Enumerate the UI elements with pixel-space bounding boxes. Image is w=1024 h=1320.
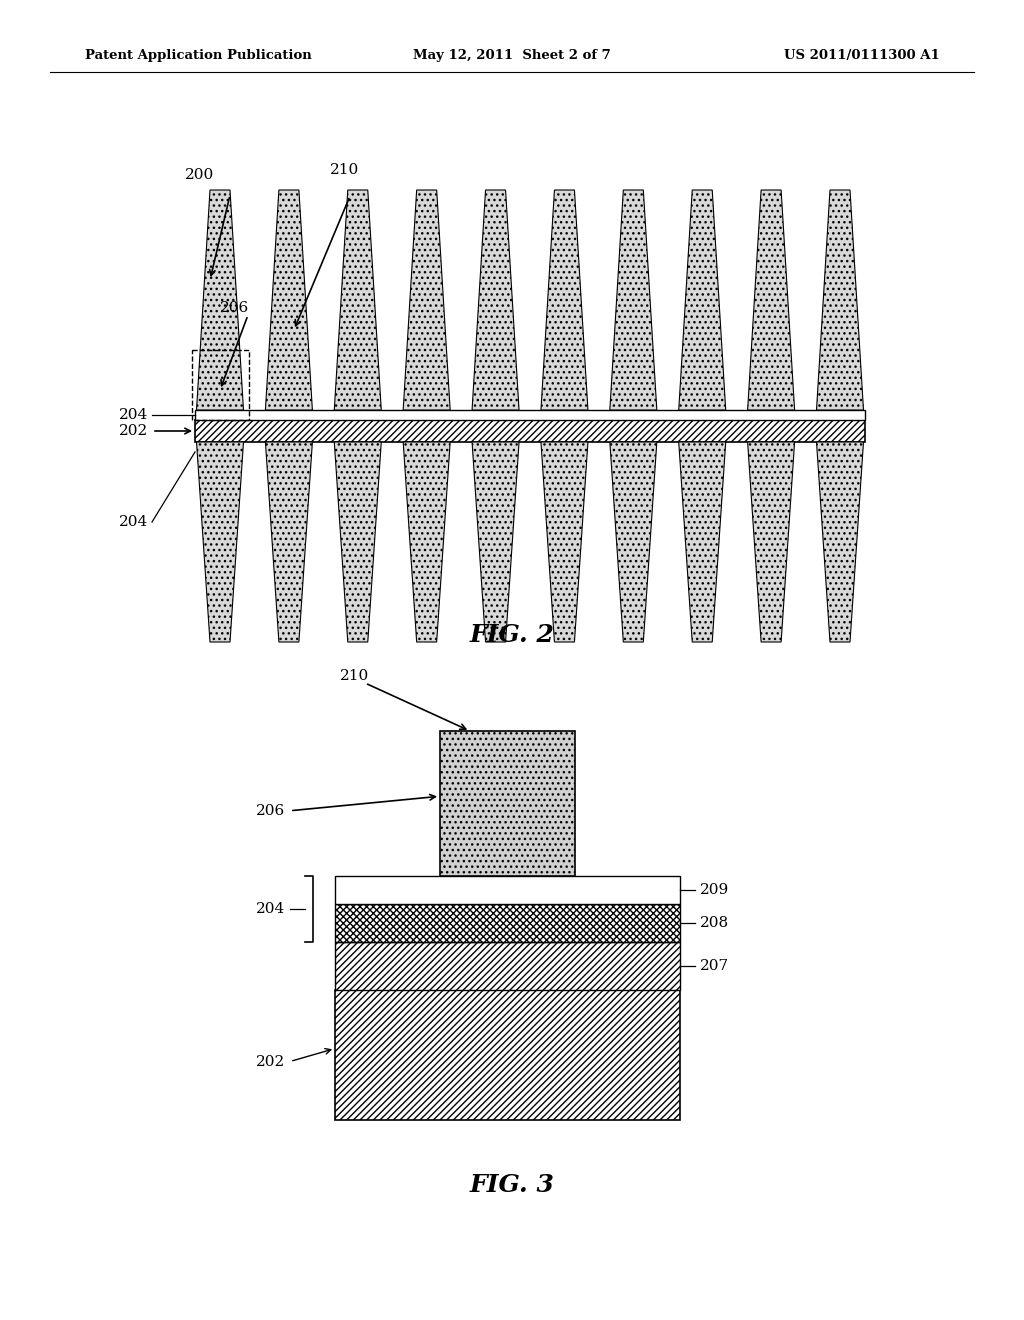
Polygon shape — [816, 190, 863, 411]
Bar — [335, 942, 680, 990]
Text: 206: 206 — [256, 804, 285, 818]
Bar — [191, 350, 249, 420]
Text: 209: 209 — [700, 883, 729, 898]
Polygon shape — [679, 190, 726, 411]
Polygon shape — [403, 442, 451, 642]
Text: May 12, 2011  Sheet 2 of 7: May 12, 2011 Sheet 2 of 7 — [413, 49, 611, 62]
Polygon shape — [265, 190, 312, 411]
Polygon shape — [472, 190, 519, 411]
Text: 204: 204 — [119, 515, 148, 529]
Polygon shape — [334, 190, 381, 411]
Bar — [195, 411, 865, 420]
Text: 210: 210 — [340, 669, 370, 682]
Polygon shape — [748, 190, 795, 411]
Bar — [335, 990, 680, 1119]
Text: Patent Application Publication: Patent Application Publication — [85, 49, 311, 62]
Text: FIG. 2: FIG. 2 — [470, 623, 554, 647]
Polygon shape — [472, 442, 519, 642]
Bar — [335, 904, 680, 942]
Text: 210: 210 — [331, 162, 359, 177]
Text: 202: 202 — [119, 424, 148, 438]
Bar — [440, 731, 575, 876]
Text: 207: 207 — [700, 960, 729, 973]
Text: US 2011/0111300 A1: US 2011/0111300 A1 — [784, 49, 940, 62]
Polygon shape — [197, 190, 244, 411]
Polygon shape — [265, 442, 312, 642]
Polygon shape — [748, 442, 795, 642]
Polygon shape — [610, 442, 656, 642]
Text: 206: 206 — [220, 301, 250, 315]
Polygon shape — [541, 442, 588, 642]
Polygon shape — [679, 442, 726, 642]
Bar — [195, 420, 865, 442]
Text: 202: 202 — [256, 1055, 285, 1068]
Polygon shape — [403, 190, 451, 411]
Polygon shape — [816, 442, 863, 642]
Text: 204: 204 — [119, 408, 148, 422]
Polygon shape — [334, 442, 381, 642]
Polygon shape — [541, 190, 588, 411]
Text: FIG. 3: FIG. 3 — [470, 1173, 554, 1197]
Polygon shape — [197, 442, 244, 642]
Text: 208: 208 — [700, 916, 729, 931]
Polygon shape — [610, 190, 656, 411]
Text: 204: 204 — [256, 902, 285, 916]
Bar — [335, 876, 680, 904]
Text: 200: 200 — [185, 168, 215, 182]
